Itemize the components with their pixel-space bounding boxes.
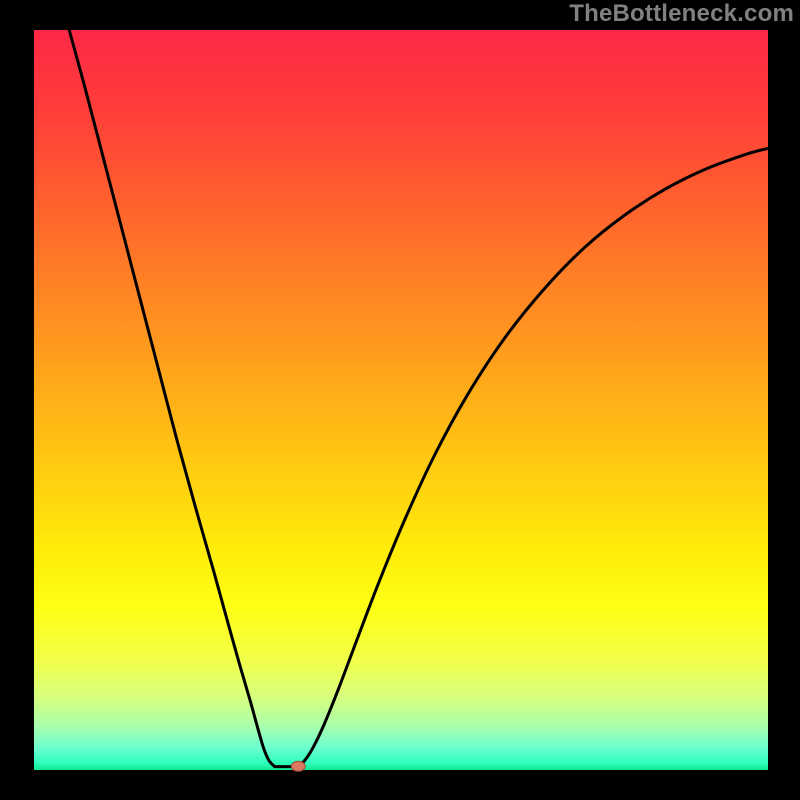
chart-container: { "watermark": "TheBottleneck.com", "cha… [0,0,800,800]
optimum-marker [291,761,305,771]
bottleneck-chart [0,0,800,800]
watermark-text: TheBottleneck.com [569,0,794,28]
plot-area [34,30,768,770]
